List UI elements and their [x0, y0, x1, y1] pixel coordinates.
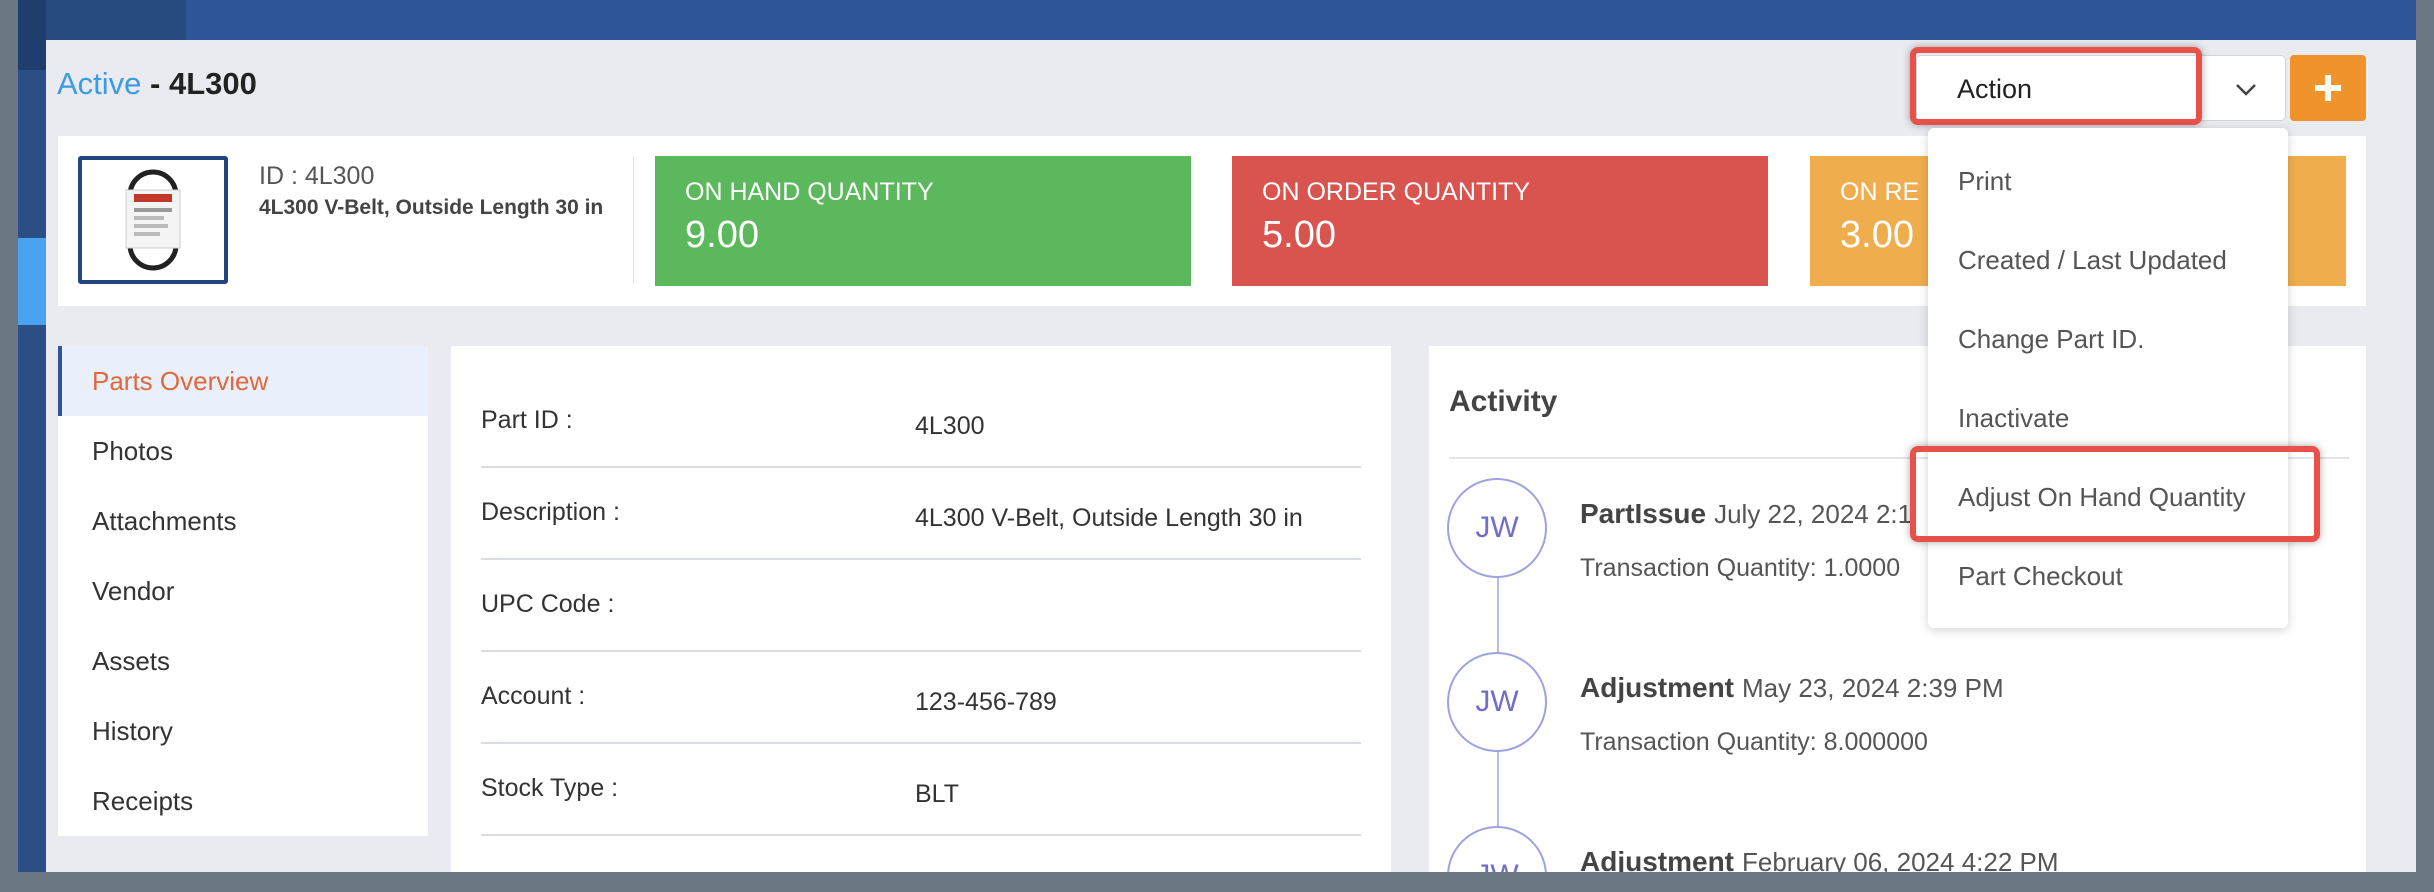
event-date: May 23, 2024 2:39 PM [1742, 673, 2004, 703]
event-quantity: Transaction Quantity: 8.000000 [1580, 728, 1928, 756]
summary-divider [633, 156, 634, 284]
menu-item-part-checkout[interactable]: Part Checkout [1958, 561, 2123, 591]
activity-title: Activity [1449, 385, 1558, 418]
nav-item-label: Vendor [92, 576, 175, 606]
activity-event-type: PartIssue July 22, 2024 2:1 [1580, 498, 1912, 530]
nav-item-vendor[interactable]: Vendor [58, 556, 428, 626]
detail-row-part-id: Part ID : 4L300 [481, 376, 1361, 468]
detail-label: Description : [481, 498, 620, 526]
page-title: Active - 4L300 [57, 66, 257, 102]
event-date: July 22, 2024 2:1 [1714, 499, 1913, 529]
nav-item-label: Attachments [92, 506, 237, 536]
nav-item-history[interactable]: History [58, 696, 428, 766]
detail-row-stock-type: Stock Type : BLT [481, 744, 1361, 836]
detail-row-upc-code: UPC Code : [481, 560, 1361, 652]
detail-label: UPC Code : [481, 590, 615, 618]
chevron-down-icon [2236, 84, 2256, 96]
menu-item-change-part-id[interactable]: Change Part ID. [1958, 324, 2145, 354]
nav-item-label: Receipts [92, 786, 194, 816]
section-nav: Parts Overview Photos Attachments Vendor… [58, 346, 428, 836]
detail-label: Account : [481, 682, 586, 710]
detail-value: 123-456-789 [915, 688, 1057, 716]
menu-item-created-last-updated[interactable]: Created / Last Updated [1958, 245, 2227, 275]
plus-icon [2315, 75, 2341, 101]
detail-value: BLT [915, 780, 959, 808]
detail-value: 4L300 V-Belt, Outside Length 30 in [915, 504, 1303, 532]
menu-item-adjust-on-hand-quantity[interactable]: Adjust On Hand Quantity [1958, 482, 2246, 512]
part-id-text: ID : 4L300 [259, 162, 375, 190]
top-bar-left-block [46, 0, 186, 40]
status-label: Active [57, 66, 142, 101]
detail-label: Stock Type : [481, 774, 619, 802]
side-rail-top [18, 0, 46, 70]
nav-item-assets[interactable]: Assets [58, 626, 428, 696]
part-description-text: 4L300 V-Belt, Outside Length 30 in [259, 196, 604, 219]
side-rail [18, 0, 46, 872]
tile-value: 3.00 [1840, 214, 1914, 256]
side-rail-active-item[interactable] [18, 238, 46, 325]
tile-label: ON ORDER QUANTITY [1262, 178, 1531, 206]
detail-row-description: Description : 4L300 V-Belt, Outside Leng… [481, 468, 1361, 560]
event-type-label: PartIssue [1580, 498, 1707, 529]
activity-divider [1449, 457, 2349, 459]
on-hand-quantity-tile: ON HAND QUANTITY 9.00 [655, 156, 1191, 286]
event-type-label: Adjustment [1580, 672, 1734, 703]
activity-event-type: Adjustment May 23, 2024 2:39 PM [1580, 672, 2004, 704]
event-type-label: Adjustment [1580, 846, 1734, 877]
menu-item-print[interactable]: Print [1958, 166, 2012, 196]
title-part-id: 4L300 [168, 66, 257, 101]
detail-row-account: Account : 123-456-789 [481, 652, 1361, 744]
action-highlight-box [1910, 47, 2202, 125]
nav-item-label: History [92, 716, 173, 746]
v-belt-image-icon [125, 169, 181, 271]
nav-item-label: Assets [92, 646, 171, 676]
top-bar [46, 0, 2416, 40]
tile-label: ON HAND QUANTITY [685, 178, 934, 206]
on-order-quantity-tile: ON ORDER QUANTITY 5.00 [1232, 156, 1768, 286]
action-dropdown-label: Action [1957, 74, 2033, 104]
avatar: JW [1447, 652, 1547, 752]
action-menu: Print Created / Last Updated Change Part… [1928, 128, 2288, 628]
nav-item-parts-overview[interactable]: Parts Overview [58, 346, 428, 416]
tile-value: 5.00 [1262, 214, 1336, 256]
detail-value: 4L300 [915, 412, 985, 440]
nav-item-label: Photos [92, 436, 173, 466]
part-details-panel: Part ID : 4L300 Description : 4L300 V-Be… [451, 346, 1391, 892]
adjust-quantity-highlight-box [1910, 446, 2320, 542]
detail-label: Part ID : [481, 406, 573, 434]
tile-label: ON RE [1840, 178, 1920, 206]
avatar: JW [1447, 478, 1547, 578]
part-thumbnail[interactable] [78, 156, 228, 284]
tile-value: 9.00 [685, 214, 759, 256]
nav-item-attachments[interactable]: Attachments [58, 486, 428, 556]
title-separator: - [141, 66, 169, 101]
nav-item-receipts[interactable]: Receipts [58, 766, 428, 836]
add-button[interactable] [2290, 55, 2366, 121]
bottom-border [0, 872, 2434, 892]
menu-item-inactivate[interactable]: Inactivate [1958, 403, 2070, 433]
event-quantity: Transaction Quantity: 1.0000 [1580, 554, 1901, 582]
nav-item-label: Parts Overview [92, 366, 269, 396]
nav-item-photos[interactable]: Photos [58, 416, 428, 486]
